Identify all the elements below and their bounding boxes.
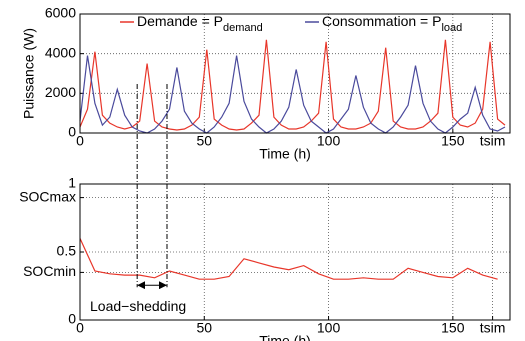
- legend-subscript: demand: [223, 22, 263, 34]
- x-tick-label: 150: [441, 133, 465, 149]
- annotation-text: Load−shedding: [90, 298, 186, 314]
- series-line: [79, 55, 506, 134]
- plot-frame: [79, 183, 511, 321]
- legend-label: Demande = Pdemand: [137, 13, 263, 34]
- x-tick-label: tsim: [480, 133, 506, 149]
- x-tick-label: 0: [76, 320, 84, 336]
- plot-frame: [79, 13, 511, 134]
- series-line: [79, 39, 506, 131]
- y-tick-label: 4000: [45, 44, 76, 60]
- y-tick-label: SOCmin: [23, 263, 76, 279]
- y-tick-label: SOCmax: [19, 188, 76, 204]
- y-tick-label: 0: [68, 311, 76, 327]
- x-axis-label: Time (h): [259, 333, 311, 341]
- x-tick-label: 0: [76, 133, 84, 149]
- y-tick-label: 0.5: [57, 243, 77, 259]
- legend-name: Demande = P: [137, 13, 223, 29]
- legend-name: Consommation = P: [322, 13, 441, 29]
- x-axis-label: Time (h): [259, 146, 311, 162]
- y-tick-label: 0: [68, 124, 76, 140]
- x-tick-label: 150: [441, 320, 465, 336]
- y-tick-label: 1: [68, 175, 76, 191]
- y-axis-label: Puissance (W): [21, 28, 37, 119]
- series-line: [79, 238, 498, 280]
- x-tick-label: 50: [196, 133, 212, 149]
- y-tick-label: 6000: [45, 5, 76, 21]
- legend-subscript: load: [441, 22, 462, 34]
- x-tick-label: 100: [317, 133, 341, 149]
- x-tick-label: tsim: [480, 320, 506, 336]
- y-tick-label: 2000: [45, 84, 76, 100]
- x-tick-label: 50: [196, 320, 212, 336]
- legend-label: Consommation = Pload: [322, 13, 462, 34]
- x-tick-label: 100: [317, 320, 341, 336]
